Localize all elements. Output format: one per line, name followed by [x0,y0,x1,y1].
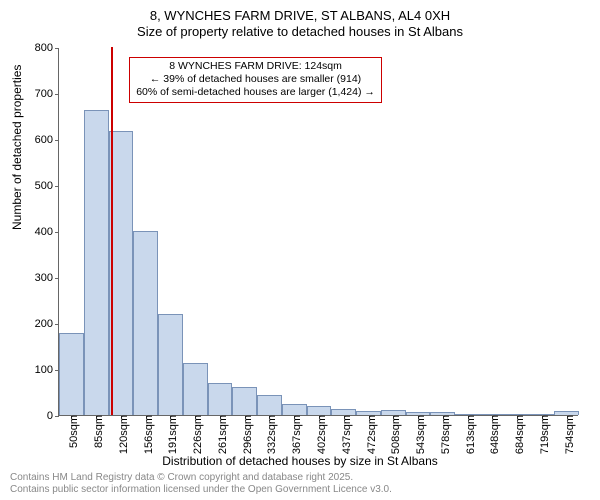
annotation-line: ← 39% of detached houses are smaller (91… [136,73,375,86]
footer-attribution: Contains HM Land Registry data © Crown c… [10,472,392,496]
x-tick-label: 296sqm [236,415,254,454]
y-tick-mark [55,232,59,233]
y-tick-mark [55,48,59,49]
y-axis-label: Number of detached properties [10,65,24,230]
x-tick-label: 472sqm [360,415,378,454]
annotation-line: 60% of semi-detached houses are larger (… [136,86,375,99]
x-tick-label: 120sqm [112,415,130,454]
x-tick-label: 226sqm [186,415,204,454]
x-tick-label: 613sqm [459,415,477,454]
x-tick-label: 437sqm [335,415,353,454]
x-tick-label: 578sqm [434,415,452,454]
chart-title-sub: Size of property relative to detached ho… [0,23,600,39]
property-marker-line [111,47,113,415]
x-tick-label: 191sqm [161,415,179,454]
y-tick-mark [55,94,59,95]
histogram-bar [232,387,257,415]
y-tick-mark [55,324,59,325]
x-tick-label: 684sqm [508,415,526,454]
histogram-bar [307,406,332,415]
y-tick-mark [55,140,59,141]
chart-title-main: 8, WYNCHES FARM DRIVE, ST ALBANS, AL4 0X… [0,0,600,23]
histogram-bar [84,110,109,415]
histogram-bar [257,395,282,415]
histogram-bar [59,333,84,415]
x-tick-label: 156sqm [137,415,155,454]
chart-container: 8, WYNCHES FARM DRIVE, ST ALBANS, AL4 0X… [0,0,600,500]
x-tick-label: 719sqm [533,415,551,454]
annotation-line: 8 WYNCHES FARM DRIVE: 124sqm [136,60,375,73]
x-tick-label: 261sqm [211,415,229,454]
histogram-bar [133,231,158,415]
x-tick-label: 543sqm [409,415,427,454]
x-tick-label: 508sqm [384,415,402,454]
x-tick-label: 367sqm [285,415,303,454]
y-tick-mark [55,186,59,187]
x-tick-label: 332sqm [260,415,278,454]
y-tick-mark [55,416,59,417]
annotation-box: 8 WYNCHES FARM DRIVE: 124sqm ← 39% of de… [129,57,382,102]
x-tick-label: 50sqm [62,415,80,448]
histogram-bar [208,383,233,415]
x-axis-label: Distribution of detached houses by size … [0,454,600,468]
y-tick-mark [55,278,59,279]
x-tick-label: 648sqm [483,415,501,454]
x-tick-label: 402sqm [310,415,328,454]
histogram-bar [158,314,183,415]
x-tick-label: 754sqm [558,415,576,454]
x-tick-label: 85sqm [87,415,105,448]
plot-area: 8 WYNCHES FARM DRIVE: 124sqm ← 39% of de… [58,48,578,416]
histogram-bar [282,404,307,415]
footer-line: Contains HM Land Registry data © Crown c… [10,472,392,484]
footer-line: Contains public sector information licen… [10,484,392,496]
histogram-bar [183,363,208,415]
